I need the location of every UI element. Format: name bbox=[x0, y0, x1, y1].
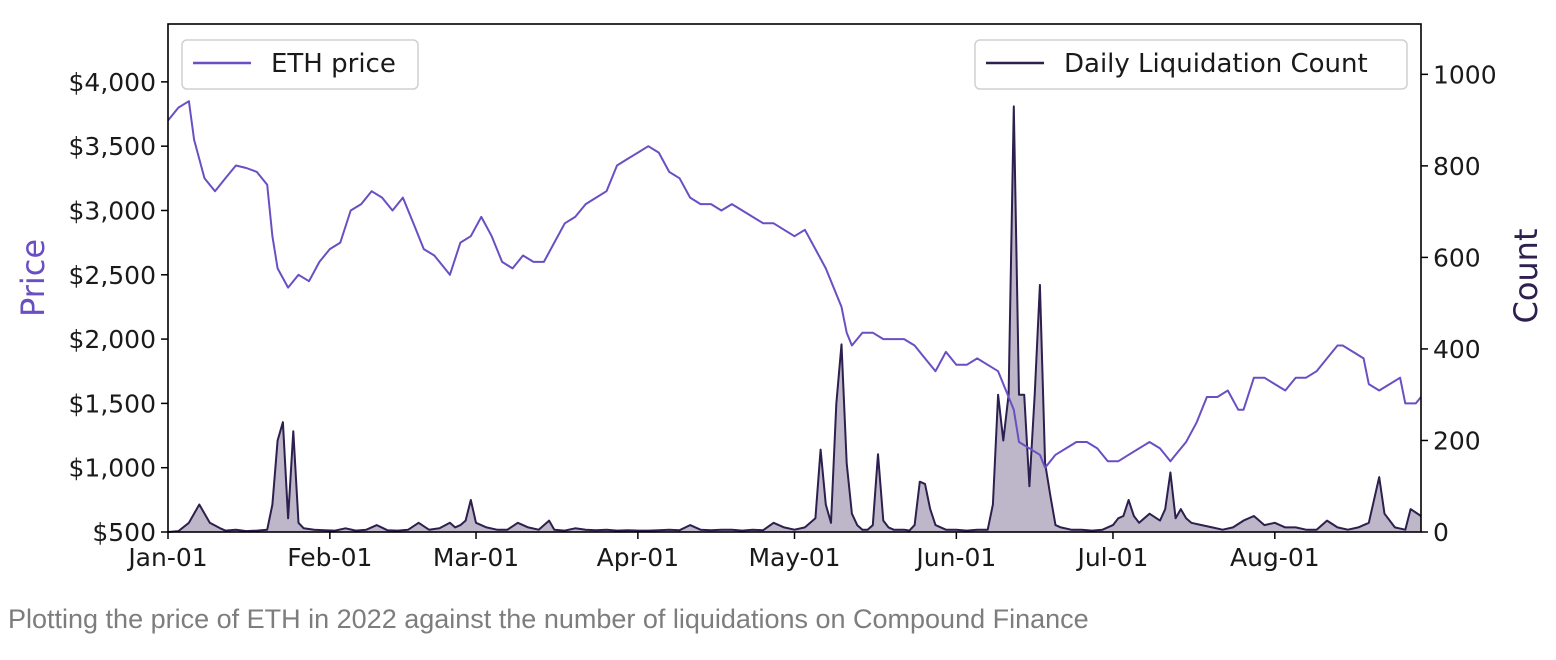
plot-frame bbox=[167, 23, 1422, 533]
x-tick-label: Jun-01 bbox=[914, 543, 996, 572]
y-left-tick-label: $3,000 bbox=[69, 196, 156, 225]
y-left-tick-label: $1,000 bbox=[69, 454, 156, 483]
y-axis-right: 0 200 400 600 800 1000 bbox=[1421, 60, 1497, 547]
eth-price-line bbox=[167, 100, 1422, 469]
liquidation-count-area bbox=[168, 106, 1421, 533]
legend-box bbox=[181, 39, 419, 90]
y-axis-left-title: Price bbox=[14, 239, 52, 317]
y-left-tick-label: $1,500 bbox=[69, 389, 156, 418]
y-axis-left: $500 $1,000 $1,500 $2,000 $2,500 $3,000 $3,500… bbox=[69, 68, 168, 547]
y-right-tick-label: 400 bbox=[1433, 335, 1481, 364]
legend-label-eth-price: ETH price bbox=[271, 49, 396, 79]
x-tick-label: Aug-01 bbox=[1230, 543, 1320, 572]
figure-caption: Plotting the price of ETH in 2022 agains… bbox=[8, 604, 1089, 634]
liquidation-area-layer bbox=[167, 105, 1422, 533]
y-axis-right-title: Count bbox=[1507, 228, 1545, 323]
y-left-tick-label: $2,500 bbox=[69, 261, 156, 290]
y-right-tick-label: 600 bbox=[1433, 243, 1481, 272]
y-right-tick-label: 0 bbox=[1433, 518, 1449, 547]
legend-eth-price: ETH price bbox=[181, 39, 419, 90]
y-left-tick-label: $4,000 bbox=[69, 68, 156, 97]
y-left-tick-label: $2,000 bbox=[69, 325, 156, 354]
legend-label-liquidation-count: Daily Liquidation Count bbox=[1064, 49, 1368, 79]
legend-box bbox=[974, 39, 1408, 90]
legend-liquidation-count: Daily Liquidation Count bbox=[974, 39, 1408, 90]
y-left-tick-label: $3,500 bbox=[69, 132, 156, 161]
dual-axis-chart: Jan-01 Feb-01 Mar-01 Apr-01 May-01 Jun-01 Jul-… bbox=[14, 23, 1545, 572]
y-right-tick-label: 200 bbox=[1433, 426, 1481, 455]
y-left-tick-label: $500 bbox=[92, 518, 156, 547]
x-tick-label: Mar-01 bbox=[433, 543, 519, 572]
x-tick-label: Jan-01 bbox=[126, 543, 207, 572]
y-right-tick-label: 1000 bbox=[1433, 60, 1497, 89]
x-tick-label: Feb-01 bbox=[287, 543, 372, 572]
x-tick-label: May-01 bbox=[748, 543, 840, 572]
price-line-layer bbox=[167, 100, 1422, 469]
chart-canvas: Jan-01 Feb-01 Mar-01 Apr-01 May-01 Jun-01 Jul-… bbox=[14, 23, 1545, 572]
x-tick-label: Apr-01 bbox=[597, 543, 679, 572]
liquidation-count-line bbox=[167, 105, 1422, 533]
x-tick-label: Jul-01 bbox=[1075, 543, 1148, 572]
y-right-tick-label: 800 bbox=[1433, 152, 1481, 181]
x-axis: Jan-01 Feb-01 Mar-01 Apr-01 May-01 Jun-01 Jul-… bbox=[126, 532, 1320, 572]
